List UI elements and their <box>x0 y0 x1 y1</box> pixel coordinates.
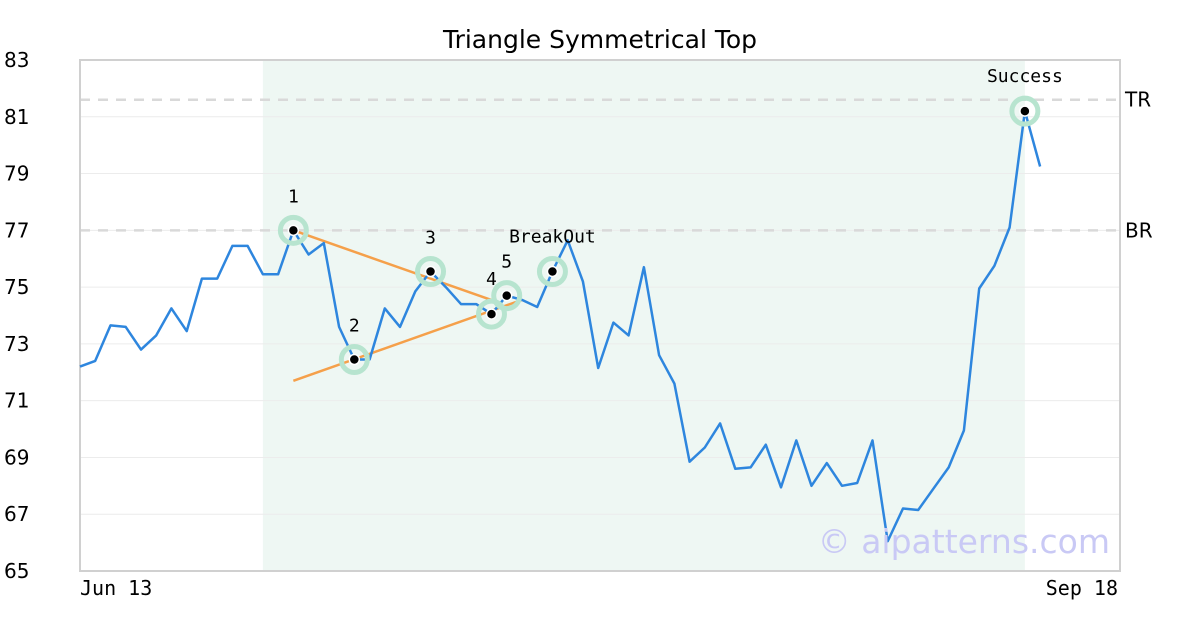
y-tick-label: 81 <box>4 105 29 129</box>
pattern-points-layer <box>277 95 1041 376</box>
pattern-point-marker <box>1019 105 1031 117</box>
y-tick-label: 77 <box>4 218 29 242</box>
price-line-layer <box>79 109 1042 543</box>
pattern-point-halo <box>475 298 507 330</box>
pattern-point-marker <box>500 289 513 302</box>
plot-frame <box>79 59 1121 572</box>
y-tick-label: 83 <box>4 48 29 72</box>
pattern-point-halo <box>491 280 523 312</box>
pattern-point-label: 3 <box>425 227 436 248</box>
pattern-point-label: BreakOut <box>509 226 596 247</box>
reference-line-label: BR <box>1125 218 1153 242</box>
grid-layer <box>80 116 1120 515</box>
y-tick-label: 71 <box>4 389 29 413</box>
pattern-region-layer <box>262 60 1025 571</box>
chart-title: Triangle Symmetrical Top <box>442 25 757 54</box>
pattern-point-marker <box>348 353 361 366</box>
pattern-point-marker <box>424 265 437 278</box>
pattern-point-halo <box>277 214 309 246</box>
y-tick-label: 65 <box>4 559 29 583</box>
watermark: © aipatterns.com <box>818 522 1110 561</box>
pattern-point-label: 1 <box>288 186 299 207</box>
y-axis-ticks: 65 67 69 71 73 75 77 79 81 83 <box>4 48 29 583</box>
x-tick-label: Jun 13 <box>80 576 152 600</box>
pattern-point-marker <box>287 224 300 237</box>
y-tick-label: 79 <box>4 162 29 186</box>
y-tick-label: 69 <box>4 445 29 469</box>
pattern-region <box>262 60 1025 571</box>
pattern-point-marker <box>546 265 559 278</box>
pattern-point-label: Success <box>987 66 1063 87</box>
pattern-point-label: 2 <box>349 316 360 337</box>
reference-lines-layer: TR BR <box>80 88 1153 242</box>
price-series-line <box>79 109 1042 543</box>
pattern-point-label: 5 <box>501 252 512 273</box>
trendline <box>292 229 500 304</box>
pattern-point-halo <box>338 344 370 376</box>
pattern-point-halo <box>415 255 447 287</box>
y-tick-label: 67 <box>4 502 29 526</box>
reference-line-label: TR <box>1124 88 1151 112</box>
trendline <box>292 298 523 382</box>
x-tick-label: Sep 18 <box>1046 576 1118 600</box>
y-tick-label: 73 <box>4 332 29 356</box>
pattern-point-marker <box>485 308 498 320</box>
pattern-point-label: 4 <box>486 269 497 290</box>
annotations-layer: 1 2 3 45 BreakOut Success <box>288 66 1063 336</box>
x-axis-ticks: Jun 13 Sep 18 <box>80 576 1118 600</box>
pattern-point-halo <box>1009 95 1041 127</box>
pattern-point-halo <box>536 255 568 287</box>
y-tick-label: 75 <box>4 275 29 299</box>
trendline-layer <box>292 229 523 382</box>
